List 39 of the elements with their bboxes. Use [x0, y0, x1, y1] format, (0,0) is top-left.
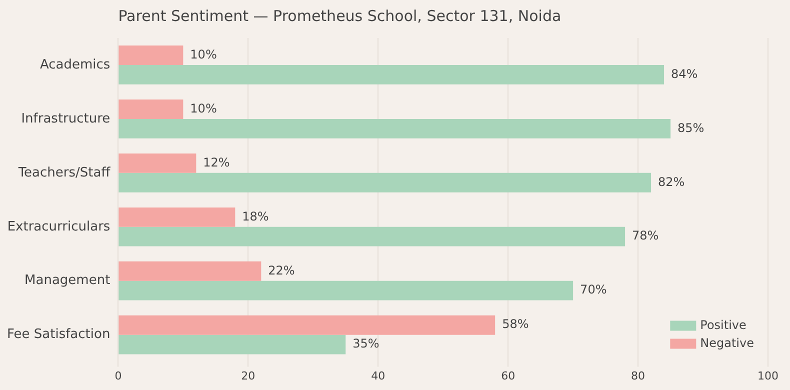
data-label: 85% — [678, 120, 704, 135]
x-tick-label: 60 — [501, 369, 516, 382]
data-label: 22% — [268, 263, 295, 278]
chart-title: Parent Sentiment — Prometheus School, Sector 131, Noida — [118, 6, 562, 25]
data-label: 58% — [502, 317, 529, 332]
data-label: 70% — [580, 282, 607, 297]
x-tick-label: 20 — [241, 369, 256, 382]
data-label: 12% — [203, 155, 230, 170]
legend-label: Positive — [700, 318, 746, 332]
bar — [118, 118, 671, 138]
data-label: 10% — [190, 101, 217, 116]
y-tick-label: Academics — [40, 57, 110, 72]
data-label: 10% — [190, 47, 217, 62]
bar — [118, 172, 652, 192]
data-label: 82% — [658, 174, 685, 189]
bar — [118, 226, 626, 246]
bar — [118, 280, 574, 300]
y-tick-label: Management — [24, 273, 110, 288]
data-label: 78% — [632, 228, 659, 243]
bar — [118, 315, 496, 335]
data-label: 35% — [352, 336, 380, 351]
y-tick-label: Teachers/Staff — [17, 165, 112, 180]
bar — [118, 64, 664, 84]
x-tick-label: 0 — [114, 369, 122, 382]
x-tick-label: 100 — [758, 369, 778, 382]
y-tick-label: Infrastructure — [21, 111, 110, 126]
bar — [118, 153, 196, 173]
bar — [118, 207, 236, 227]
bar — [118, 261, 262, 281]
bar — [118, 46, 184, 65]
bar — [118, 100, 184, 119]
data-label: 84% — [671, 66, 698, 81]
legend-label: Negative — [700, 336, 754, 350]
x-tick-label: 80 — [631, 369, 646, 382]
data-label: 18% — [242, 209, 269, 224]
bar — [118, 334, 346, 354]
y-tick-label: Fee Satisfaction — [7, 327, 110, 342]
x-tick-label: 40 — [371, 369, 386, 382]
y-tick-label: Extracurriculars — [7, 219, 110, 234]
